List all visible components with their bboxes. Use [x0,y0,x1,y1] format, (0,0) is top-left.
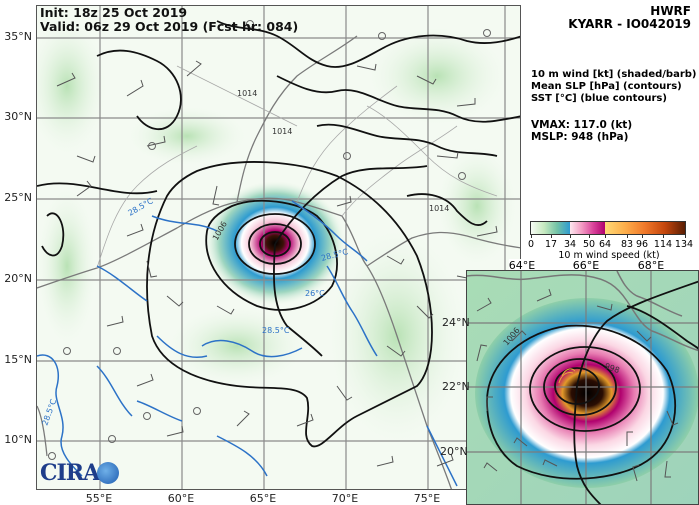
colorbar-segment-mid [570,222,605,234]
lon-label: 60°E [167,492,195,505]
mslp-value: MSLP: 948 (hPa) [531,131,629,143]
vmax-value: VMAX: 117.0 (kt) [531,119,633,131]
colorbar-tick: 64 [598,239,612,250]
colorbar-tick: 134 [674,239,694,250]
colorbar-segment-low [531,222,571,234]
inset-lon-label: 64°E [508,259,536,272]
colorbar-tick: 34 [563,239,577,250]
lon-label: 55°E [85,492,113,505]
inset-map: 1006 998 [466,270,699,505]
sst-label: 26°C [305,289,325,298]
colorbar-tick: 17 [544,239,558,250]
sst-label: 28.5°C [262,326,290,335]
slp-label: 1014 [237,89,257,98]
main-map-graphics: 1014 1014 1014 1006 28.5°C 28.5°C 28.5°C… [37,6,520,489]
legend-wind: 10 m wind [kt] (shaded/barb) [531,69,697,80]
lat-label: 15°N [4,353,32,366]
slp-label: 1014 [272,127,292,136]
valid-time: Valid: 06z 29 Oct 2019 (Fcst hr: 084) [40,19,299,34]
lat-label: 30°N [4,110,32,123]
cira-logo-text: CIRA [40,460,100,486]
lat-label: 25°N [4,191,32,204]
lon-label: 75°E [413,492,441,505]
cira-logo: CIRA [40,460,100,486]
colorbar-segment-high [604,222,685,234]
main-map: 1014 1014 1014 1006 28.5°C 28.5°C 28.5°C… [36,5,521,490]
lat-label: 10°N [4,433,32,446]
colorbar-tick: 0 [527,239,535,250]
slp-label: 1014 [429,204,449,213]
inset-lat-label: 22°N [442,380,470,393]
colorbar-label: 10 m wind speed (kt) [558,250,660,261]
init-time: Init: 18z 25 Oct 2019 [40,5,188,20]
legend-slp: Mean SLP [hPa] (contours) [531,81,682,92]
inset-lon-label: 66°E [572,259,600,272]
model-name: HWRF [650,4,691,18]
lat-label: 35°N [4,30,32,43]
wind-colorbar [530,221,686,235]
colorbar-tick: 50 [582,239,596,250]
storm-id: KYARR - IO042019 [568,17,691,31]
colorbar-tick: 96 [635,239,649,250]
inset-lat-label: 20°N [440,445,468,458]
inset-map-graphics: 1006 998 [467,271,698,504]
lat-label: 20°N [4,272,32,285]
lon-label: 65°E [249,492,277,505]
colorbar-tick: 114 [653,239,673,250]
colorbar-tick: 83 [620,239,634,250]
lon-label: 70°E [331,492,359,505]
inset-lon-label: 68°E [637,259,665,272]
cira-globe-icon [97,462,119,484]
inset-lat-label: 24°N [442,316,470,329]
legend-sst: SST [°C] (blue contours) [531,93,667,104]
